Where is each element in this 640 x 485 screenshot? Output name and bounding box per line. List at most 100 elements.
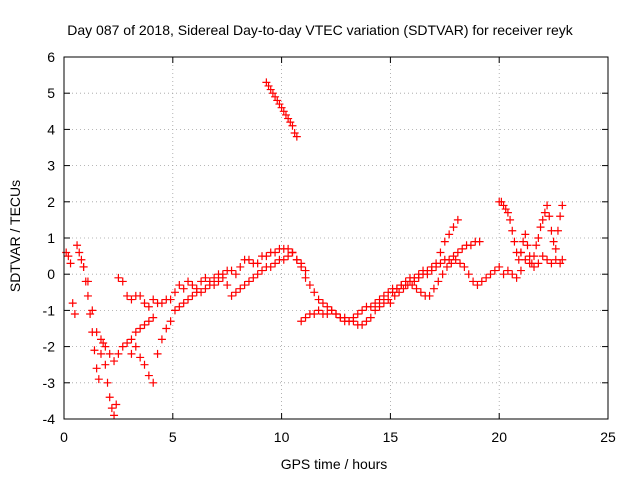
data-point xyxy=(266,262,275,271)
data-point xyxy=(153,349,162,358)
data-point xyxy=(273,96,282,105)
data-point xyxy=(279,107,288,116)
data-point xyxy=(290,129,299,138)
y-tick-label: -2 xyxy=(43,339,56,355)
x-tick-label: 20 xyxy=(491,429,507,445)
data-point xyxy=(516,266,525,275)
data-point xyxy=(105,393,114,402)
data-point xyxy=(469,277,478,286)
data-point xyxy=(96,349,105,358)
data-point xyxy=(144,317,153,326)
data-point xyxy=(127,295,136,304)
data-series xyxy=(62,241,121,420)
data-point xyxy=(371,306,380,315)
data-point xyxy=(327,306,336,315)
data-series xyxy=(386,255,525,308)
data-point xyxy=(275,100,284,109)
data-point xyxy=(384,288,393,297)
data-point xyxy=(170,288,179,297)
data-point xyxy=(264,81,273,90)
data-point xyxy=(131,342,140,351)
data-point xyxy=(62,248,71,257)
data-point xyxy=(540,208,549,217)
data-point xyxy=(538,215,547,224)
data-point xyxy=(136,353,145,362)
data-point xyxy=(110,357,119,366)
data-point xyxy=(532,241,541,250)
data-point xyxy=(366,313,375,322)
data-series xyxy=(262,78,301,141)
data-point xyxy=(314,306,323,315)
data-point xyxy=(77,255,86,264)
data-point xyxy=(90,346,99,355)
x-axis-label: GPS time / hours xyxy=(281,456,388,472)
data-point xyxy=(244,277,253,286)
data-point xyxy=(477,277,486,286)
data-point xyxy=(188,291,197,300)
data-point xyxy=(362,317,371,326)
data-point xyxy=(166,317,175,326)
data-point xyxy=(553,226,562,235)
data-point xyxy=(236,262,245,271)
data-point xyxy=(386,299,395,308)
data-point xyxy=(416,288,425,297)
data-point xyxy=(349,313,358,322)
data-point xyxy=(440,237,449,246)
data-point xyxy=(73,241,82,250)
data-point xyxy=(284,252,293,261)
data-point xyxy=(460,262,469,271)
data-point xyxy=(105,349,114,358)
data-point xyxy=(197,277,206,286)
data-point xyxy=(68,299,77,308)
data-point xyxy=(88,306,97,315)
data-point xyxy=(127,349,136,358)
data-point xyxy=(332,310,340,319)
data-point xyxy=(499,201,508,210)
data-point xyxy=(503,208,512,217)
data-point xyxy=(523,241,532,250)
data-point xyxy=(495,262,504,271)
data-point xyxy=(240,281,249,290)
data-point xyxy=(521,230,530,239)
data-point xyxy=(432,262,441,271)
data-point xyxy=(536,223,545,232)
data-point xyxy=(175,302,184,311)
data-point xyxy=(179,284,188,293)
data-point xyxy=(410,277,419,286)
data-point xyxy=(519,237,528,246)
data-point xyxy=(545,212,554,221)
data-point xyxy=(490,266,499,275)
data-point xyxy=(429,284,438,293)
data-point xyxy=(197,288,206,297)
data-point xyxy=(395,288,404,297)
data-point xyxy=(281,110,290,119)
data-point xyxy=(114,349,123,358)
y-tick-label: -4 xyxy=(43,411,56,427)
data-point xyxy=(162,324,171,333)
data-point xyxy=(358,306,367,315)
data-point xyxy=(345,317,354,326)
data-point xyxy=(271,248,280,257)
data-point xyxy=(543,255,552,264)
data-point xyxy=(79,262,88,271)
data-point xyxy=(508,270,517,279)
data-point xyxy=(449,252,458,261)
data-point xyxy=(512,273,521,282)
data-point xyxy=(506,215,515,224)
data-point xyxy=(118,342,127,351)
data-point xyxy=(453,215,462,224)
y-tick-label: 5 xyxy=(47,85,55,101)
data-series xyxy=(516,248,567,271)
data-point xyxy=(310,310,319,319)
data-point xyxy=(427,266,436,275)
data-point xyxy=(297,262,306,271)
data-point xyxy=(318,299,327,308)
data-point xyxy=(284,244,293,253)
data-point xyxy=(118,277,127,286)
data-point xyxy=(114,273,123,282)
data-point xyxy=(92,364,101,373)
data-point xyxy=(538,252,547,261)
data-point xyxy=(123,291,132,300)
data-point xyxy=(244,255,253,264)
data-point xyxy=(227,266,236,275)
